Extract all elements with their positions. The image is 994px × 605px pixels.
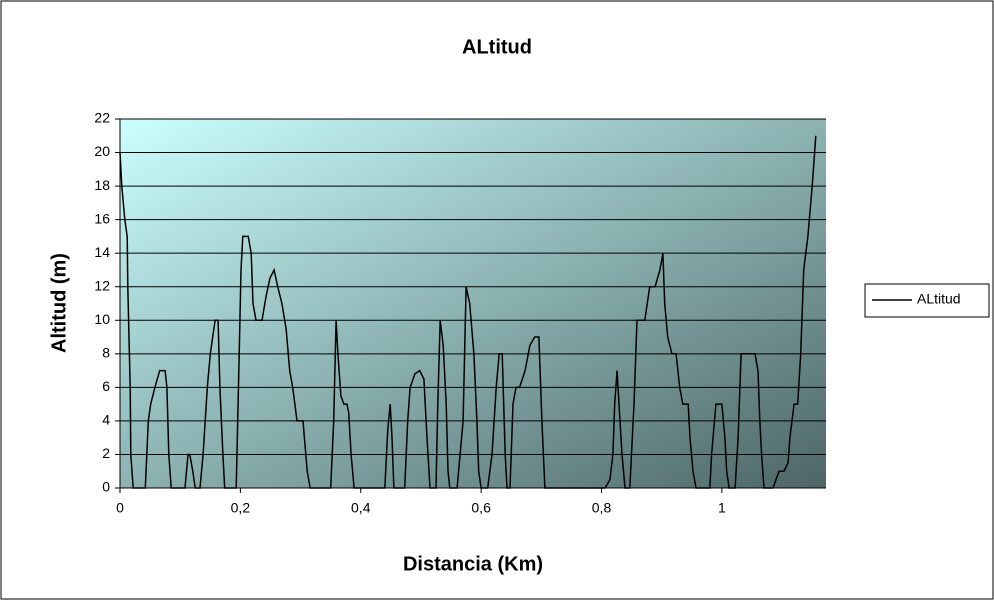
y-axis-label: Altitud (m) [48, 253, 70, 353]
x-tick-label: 0,6 [471, 500, 491, 516]
y-tick-label: 22 [94, 110, 110, 126]
x-tick-label: 0,2 [231, 500, 251, 516]
y-tick-label: 12 [94, 277, 110, 293]
y-tick-label: 2 [102, 445, 110, 461]
y-tick-label: 4 [102, 412, 110, 428]
x-axis-label: Distancia (Km) [403, 553, 543, 575]
y-tick-label: 0 [102, 479, 110, 495]
y-tick-label: 14 [94, 244, 110, 260]
y-tick-label: 16 [94, 210, 110, 226]
chart-title: ALtitud [462, 36, 532, 58]
y-tick-label: 8 [102, 345, 110, 361]
y-tick-label: 18 [94, 177, 110, 193]
y-tick-label: 6 [102, 378, 110, 394]
x-tick-label: 0,4 [351, 500, 371, 516]
y-tick-label: 20 [94, 143, 110, 159]
y-tick-label: 10 [94, 311, 110, 327]
x-tick-label: 0,8 [592, 500, 612, 516]
legend-label: ALtitud [917, 291, 961, 307]
x-tick-label: 0 [116, 500, 124, 516]
data-line [119, 135, 817, 489]
x-tick-label: 1 [718, 500, 726, 516]
plot-area [120, 119, 826, 488]
